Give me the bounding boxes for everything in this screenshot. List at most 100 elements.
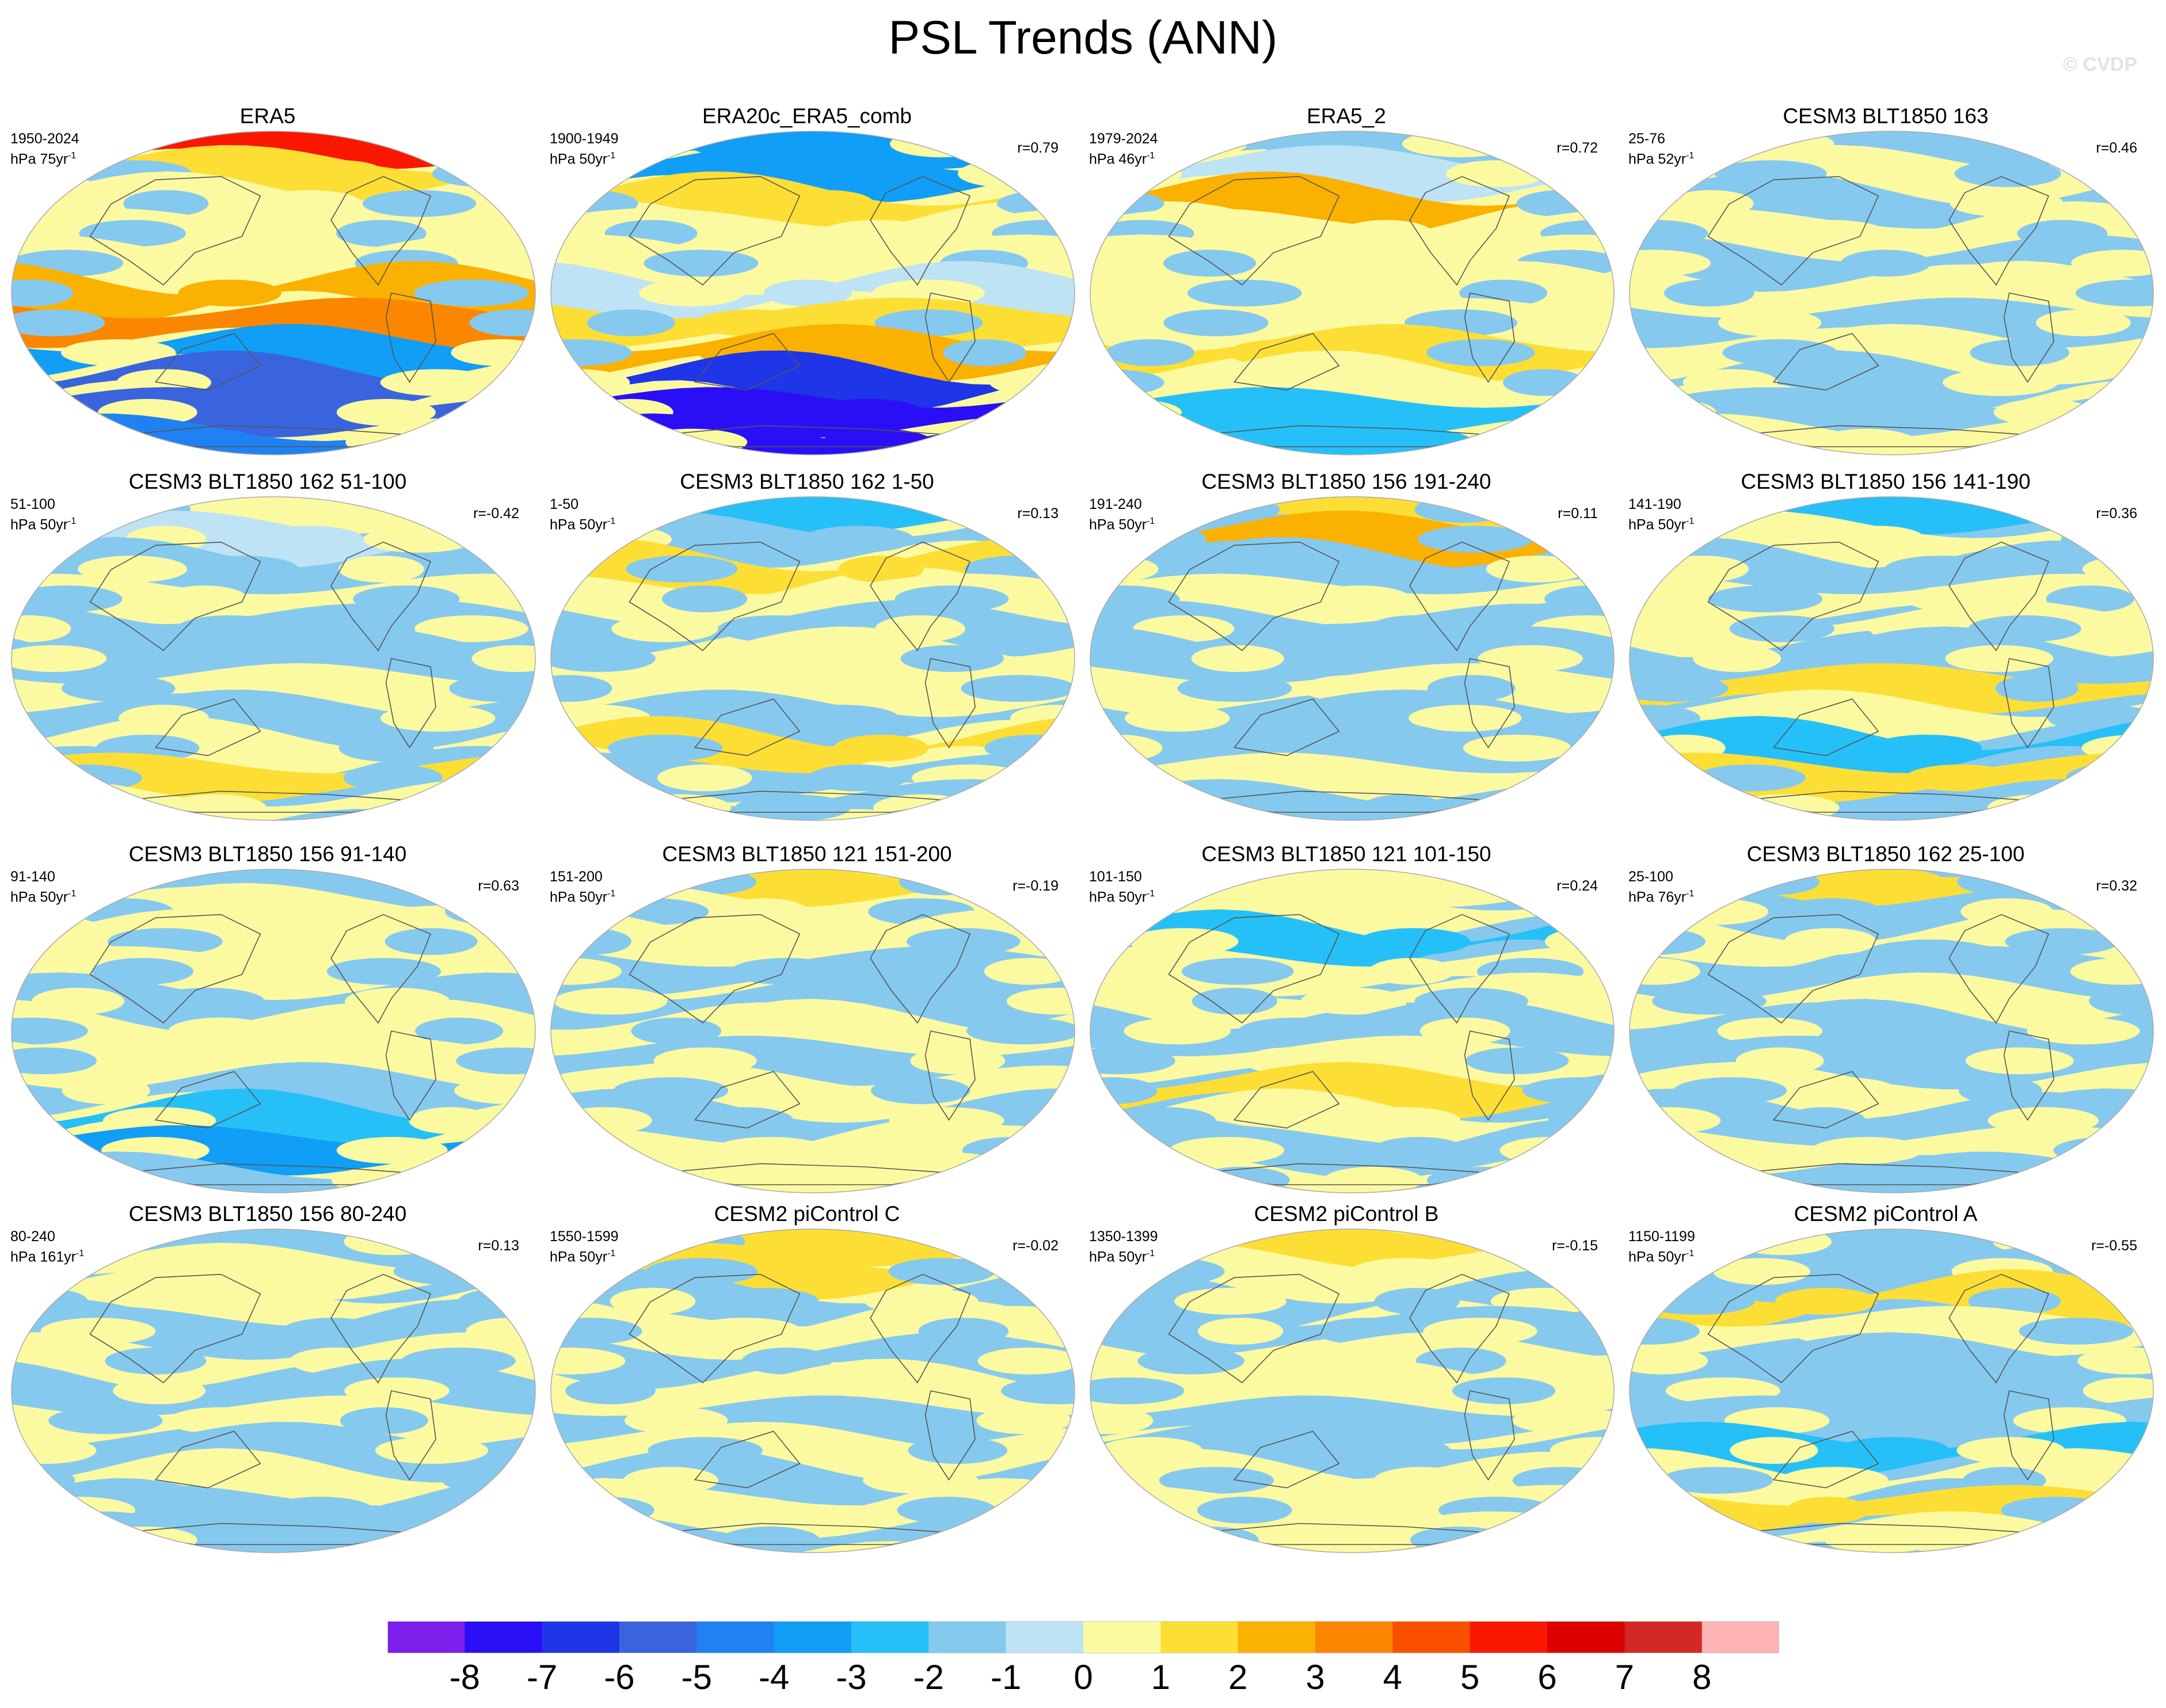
coastline	[2003, 1030, 2054, 1121]
trend-patch	[1551, 1258, 1614, 1285]
trend-patch	[1241, 556, 1357, 583]
trend-patch	[113, 1377, 206, 1405]
trend-patch	[1718, 309, 1822, 337]
coastline	[924, 1390, 976, 1481]
trend-patch	[1630, 1318, 1700, 1345]
map-field	[11, 496, 536, 821]
panel-pattern-correlation: r=-0.55	[2091, 1238, 2137, 1254]
panel-title: CESM2 piControl C	[714, 1202, 900, 1226]
panel-units-text: hPa 52yr	[1628, 151, 1687, 168]
trend-patch	[2061, 428, 2153, 455]
coastline	[629, 541, 801, 651]
colorbar-swatch	[1470, 1621, 1548, 1653]
trend-patch	[833, 735, 929, 762]
trend-patch	[338, 735, 434, 762]
panel-period: 1-50	[550, 496, 579, 512]
panel-units-text: hPa 50yr	[1628, 1249, 1687, 1265]
map-outline	[550, 1228, 1075, 1553]
trend-patch	[1734, 1229, 1832, 1256]
trend-patch	[1957, 869, 2059, 896]
trend-patch	[199, 1467, 312, 1494]
trend-patch	[820, 220, 935, 247]
trend-patch	[344, 1229, 441, 1256]
panel-units: hPa 52yr-1	[1628, 147, 1694, 168]
trend-patch	[1832, 526, 1925, 553]
trend-patch	[449, 675, 535, 702]
colorbar-tick-label: 3	[1305, 1658, 1325, 1696]
panel-units-exponent: -1	[1686, 516, 1695, 526]
map-field	[1090, 496, 1615, 821]
trend-patch	[790, 1047, 905, 1075]
coastline	[385, 1030, 436, 1121]
panel-period: 1979-2024	[1089, 131, 1158, 147]
trend-patch	[1538, 399, 1614, 426]
trend-band	[12, 972, 535, 1030]
coastline	[385, 292, 436, 383]
coastline	[629, 1273, 801, 1383]
colorbar-swatch	[1238, 1621, 1316, 1653]
trend-patch	[976, 1407, 1072, 1435]
panel-units-text: hPa 50yr	[1089, 516, 1147, 533]
trend-patch	[1192, 987, 1278, 1015]
colorbar-tick-label: -7	[526, 1658, 558, 1696]
coastline	[1772, 698, 1879, 756]
colorbar-tick-label: -6	[604, 1658, 635, 1696]
coastline	[1707, 541, 1879, 651]
panel-title: CESM3 BLT1850 162 25-100	[1746, 842, 2025, 866]
trend-patch	[336, 399, 436, 426]
trend-patch	[565, 1377, 656, 1405]
trend-patch	[414, 279, 529, 307]
trend-patch	[1503, 369, 1586, 396]
trend-patch	[167, 794, 267, 820]
trend-patch	[1889, 794, 1973, 820]
panel-units-exponent: -1	[68, 889, 77, 899]
trend-patch	[394, 794, 510, 820]
panel-units: hPa 50yr-1	[10, 885, 76, 906]
trend-patch	[380, 369, 496, 396]
panel-units-text: hPa 50yr	[550, 151, 608, 168]
trend-patch	[1499, 1137, 1600, 1164]
trend-band	[12, 1422, 535, 1479]
panel-period: 191-240	[1089, 496, 1142, 512]
trend-patch	[781, 190, 874, 217]
trend-band	[551, 324, 1075, 382]
trend-patch	[1300, 987, 1407, 1015]
trend-patch	[962, 1137, 1062, 1164]
coastline	[924, 1030, 976, 1121]
trend-patch	[1486, 556, 1588, 583]
trend-patch	[1090, 1047, 1175, 1075]
trend-patch	[186, 220, 300, 247]
trend-patch	[1368, 958, 1454, 985]
coastline	[1168, 541, 1340, 651]
coastline	[1409, 914, 1510, 1024]
trend-patch	[625, 556, 738, 583]
trend-patch	[1630, 1137, 1689, 1164]
trend-band	[551, 261, 1075, 325]
coastline	[1948, 176, 2050, 286]
panel-units-exponent: -1	[607, 516, 616, 526]
trend-patch	[1000, 1377, 1075, 1405]
colorbar-labels: -8 -7 -6 -5 -4 -3 -2 -1 0 1 2 3 4 5 6 7 8	[0, 1657, 2166, 1703]
colorbar-swatch	[1392, 1621, 1471, 1653]
trend-patch	[2077, 1347, 2153, 1375]
trend-patch	[2021, 131, 2107, 158]
trend-band	[12, 999, 535, 1063]
trend-band	[1630, 909, 2153, 974]
panel-period: 1900-1949	[550, 131, 619, 147]
map-field	[1090, 869, 1615, 1193]
map-outline	[11, 496, 536, 821]
map-field	[550, 869, 1075, 1193]
colorbar-swatch	[542, 1621, 620, 1653]
trend-band	[12, 1306, 535, 1356]
map-field	[1629, 496, 2154, 821]
trend-patch	[900, 645, 1004, 672]
coastline	[330, 541, 432, 652]
trend-patch	[2075, 279, 2153, 307]
trend-band	[12, 1395, 535, 1446]
map-outline	[11, 1228, 536, 1553]
panel-units-text: hPa 50yr	[550, 516, 608, 533]
trend-patch	[1943, 369, 2058, 396]
trend-patch	[1326, 399, 1410, 426]
coastline	[1233, 1431, 1340, 1489]
panel-pattern-correlation: r=0.63	[478, 878, 519, 894]
